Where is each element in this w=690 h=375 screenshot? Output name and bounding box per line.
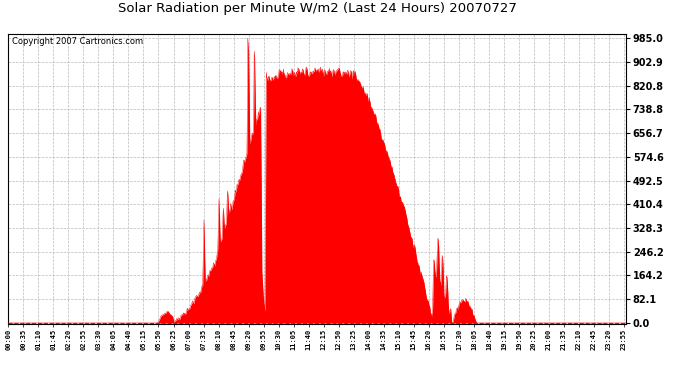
Text: Solar Radiation per Minute W/m2 (Last 24 Hours) 20070727: Solar Radiation per Minute W/m2 (Last 24… <box>118 2 517 15</box>
Text: Copyright 2007 Cartronics.com: Copyright 2007 Cartronics.com <box>12 38 143 46</box>
